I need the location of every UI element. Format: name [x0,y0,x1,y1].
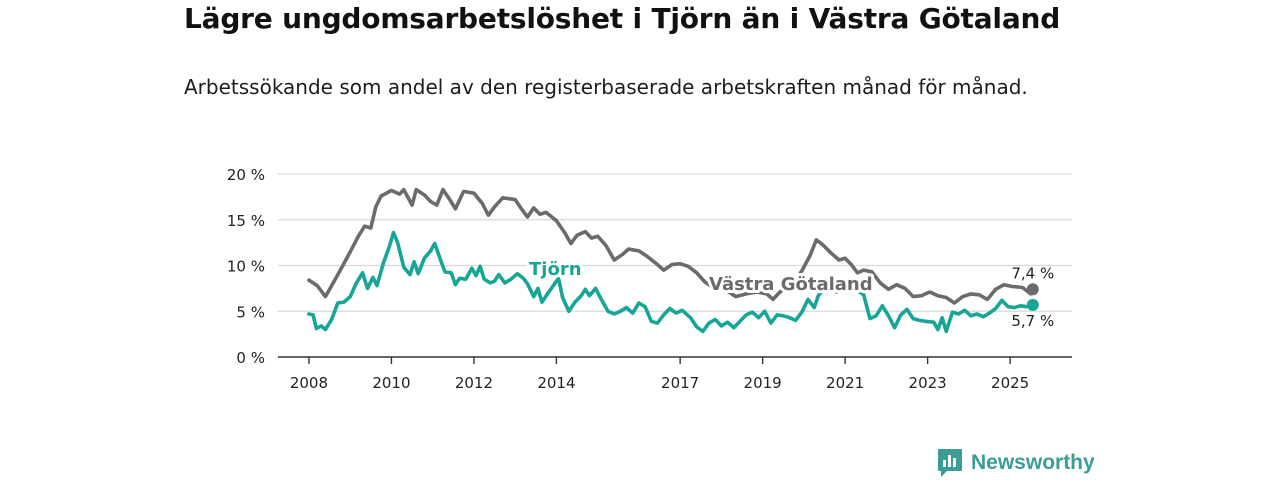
series-label-vastra-gotaland: Västra Götaland [709,274,873,295]
y-tick-label: 0 % [236,349,265,367]
chart-title: Lägre ungdomsarbetslöshet i Tjörn än i V… [184,2,1061,35]
chart-subtitle: Arbetssökande som andel av den registerb… [184,75,1028,99]
end-label-tjorn: 5,7 % [1011,312,1054,330]
y-tick-label: 10 % [227,258,265,276]
x-tick-label: 2010 [372,374,410,392]
x-tick-label: 2014 [537,374,575,392]
x-tick-label: 2008 [290,374,328,392]
newsworthy-brand[interactable]: Newsworthy [937,448,1095,478]
x-tick-label: 2019 [744,374,782,392]
y-tick-label: 5 % [236,303,265,321]
series-end-point [1026,283,1039,296]
x-axis: 2008 2010 2012 2014 2017 2019 2021 2023 2025 [278,356,1072,392]
label-layer: 7,4 % 5,7 % Västra Götaland Tjörn [526,256,1054,330]
brand-name: Newsworthy [971,451,1095,474]
y-tick-label: 15 % [227,212,265,230]
x-tick-label: 2012 [455,374,493,392]
series-end-point [1026,298,1039,311]
y-axis: 0 % 5 % 10 % 15 % 20 % [227,166,265,367]
series-label-tjorn: Tjörn [529,259,582,280]
x-tick-label: 2017 [661,374,699,392]
x-tick-label: 2023 [909,374,947,392]
end-label-vastra-gotaland: 7,4 % [1011,264,1054,282]
x-tick-label: 2025 [991,374,1029,392]
line-chart: 0 %5 %10 %15 %20 % 2008 2010 2012 2014 2017 2… [227,166,1072,392]
y-tick-label: 20 % [227,166,265,184]
newsworthy-logo-icon [938,449,962,477]
series-layer [307,187,1039,334]
series-line-tjorn [307,230,1035,334]
x-tick-label: 2021 [826,374,864,392]
series-line-vastra-gotaland [307,187,1035,305]
